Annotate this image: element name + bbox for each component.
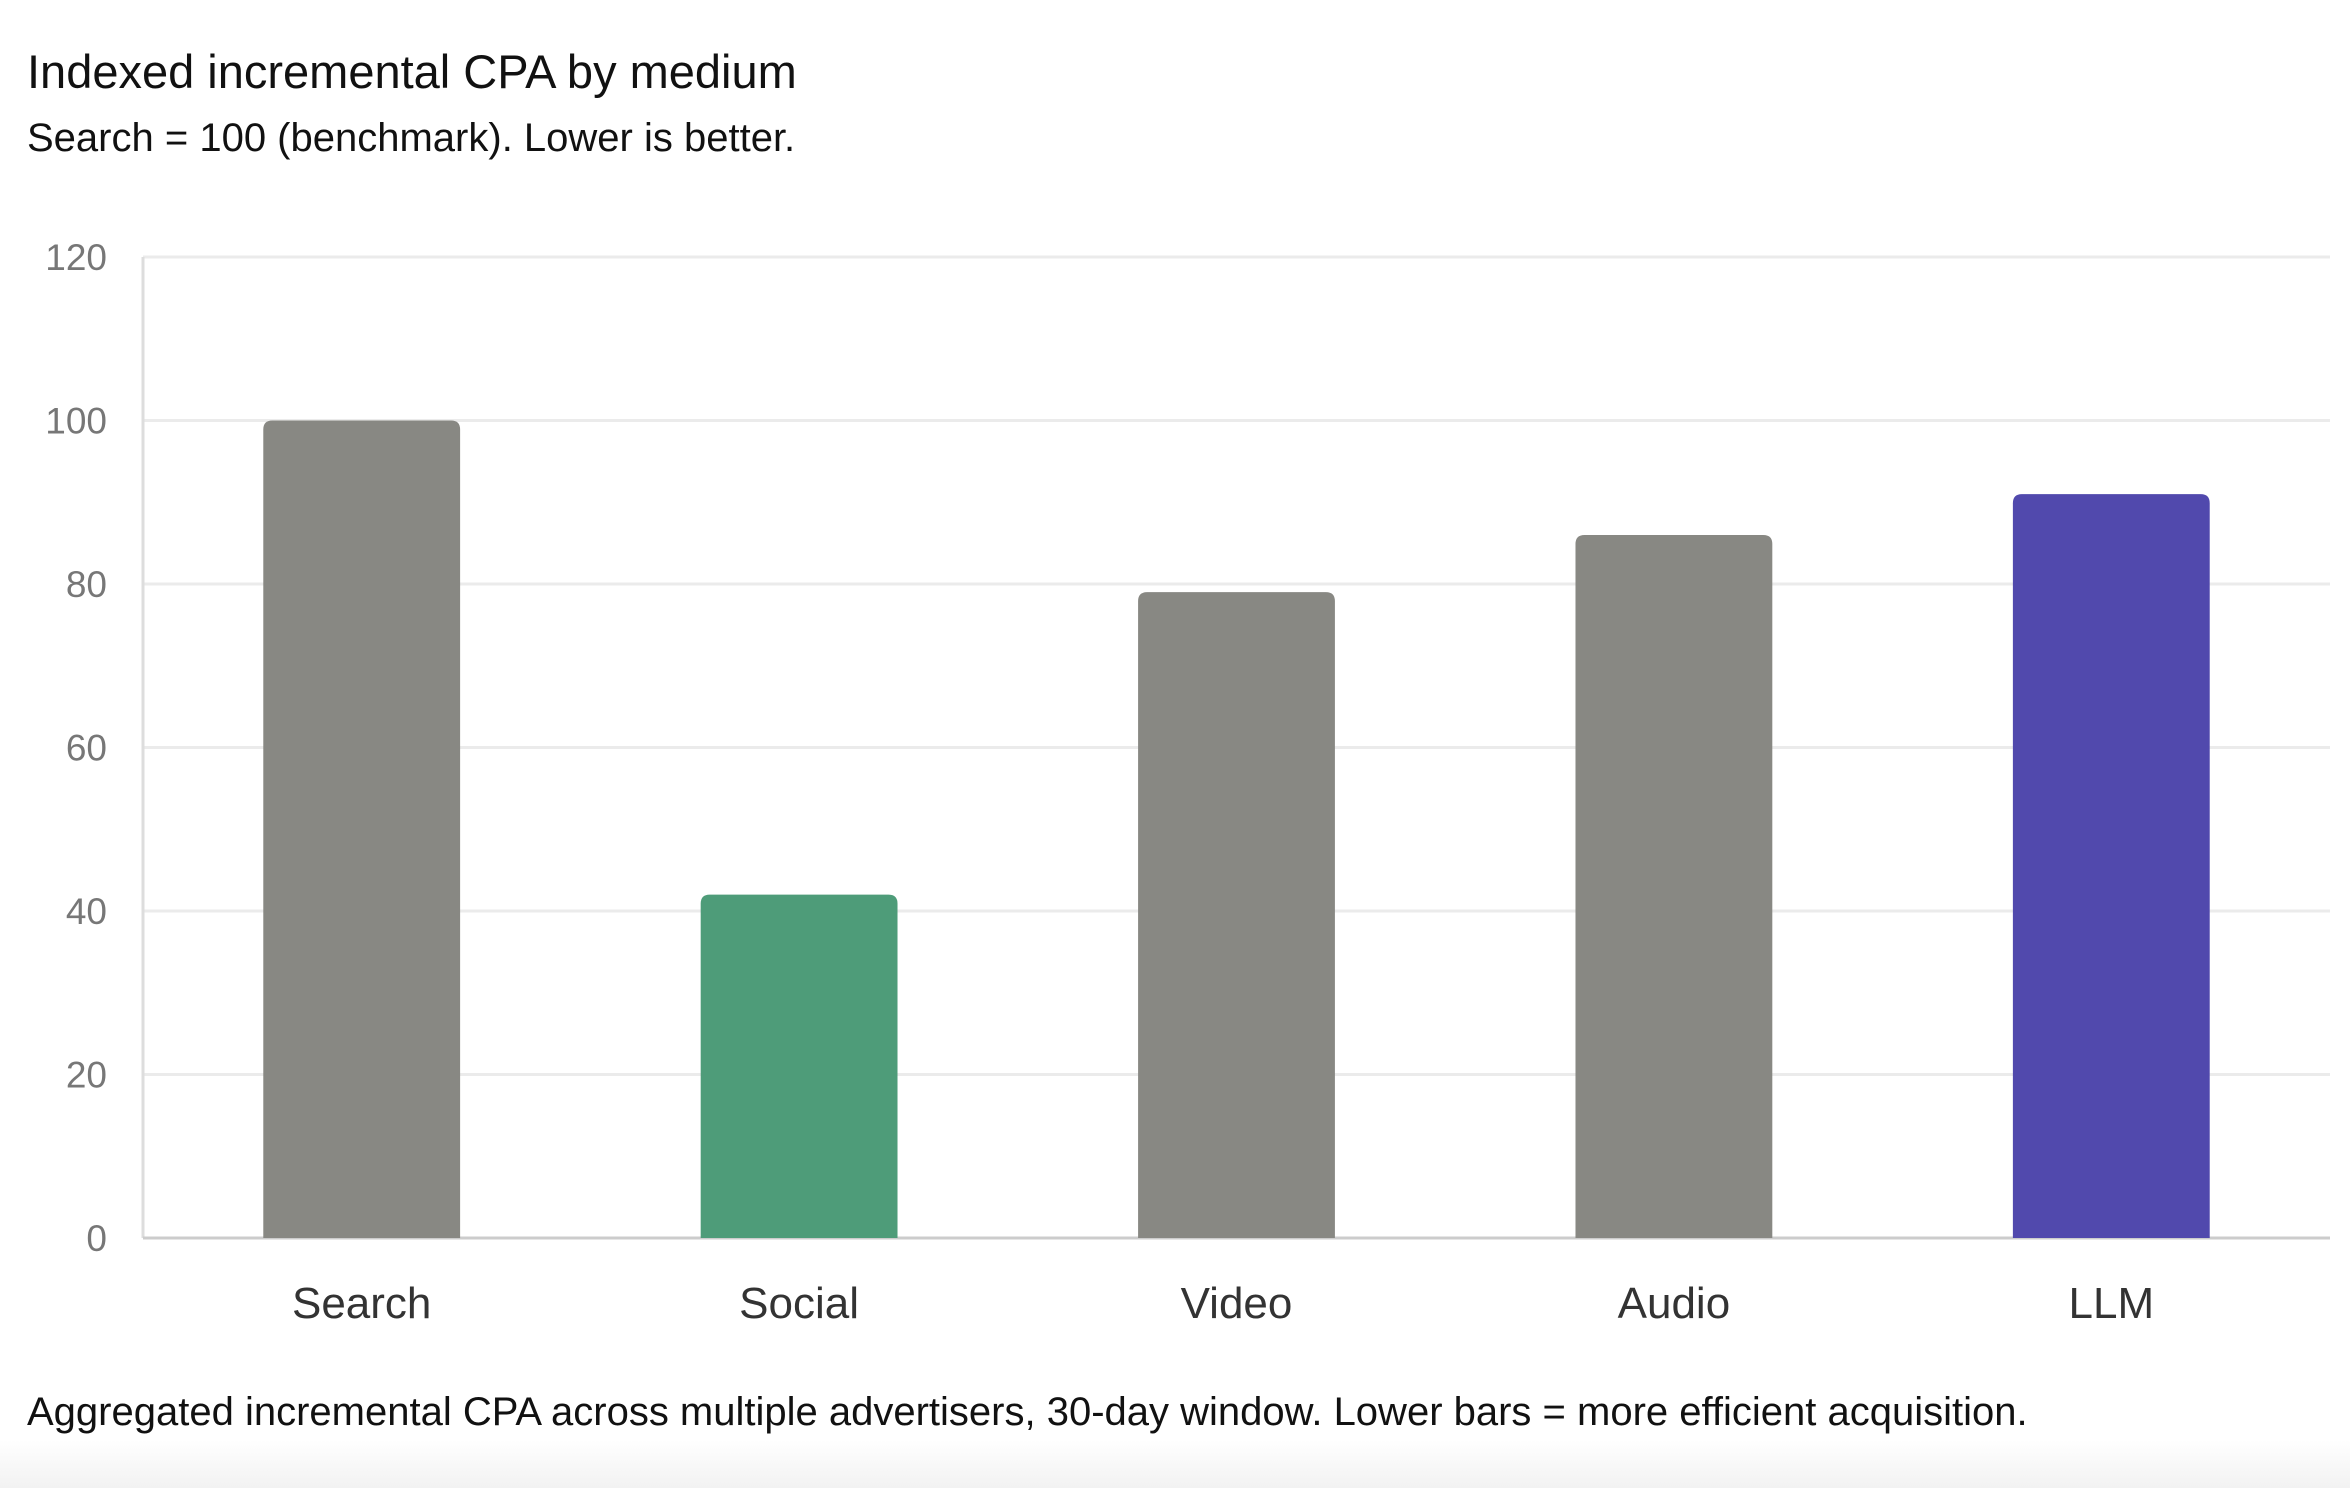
y-tick-label: 100: [45, 401, 107, 442]
tick-labels: 0 20 40 60 80 100 120 Search Social Video Audio LLM: [45, 237, 2154, 1328]
bottom-shade: [0, 1440, 2350, 1488]
x-tick-label-search: Search: [292, 1279, 431, 1328]
bar-chart: 0 20 40 60 80 100 120 Search Social Video Audio LLM: [45, 237, 2330, 1328]
bars: [263, 420, 2210, 1238]
y-tick-label: 0: [86, 1218, 107, 1259]
y-tick-label: 80: [66, 564, 107, 605]
y-tick-label: 60: [66, 728, 107, 769]
x-tick-label-llm: LLM: [2069, 1279, 2155, 1328]
bar-video: [1138, 592, 1335, 1238]
x-tick-label-audio: Audio: [1618, 1279, 1731, 1328]
chart-title: Indexed incremental CPA by medium: [27, 45, 797, 98]
bar-social: [700, 894, 898, 1238]
x-tick-label-social: Social: [739, 1279, 859, 1328]
y-tick-label: 120: [45, 237, 107, 278]
bar-llm: [2012, 494, 2210, 1238]
chart-subtitle: Search = 100 (benchmark). Lower is bette…: [27, 116, 796, 160]
chart-caption: Aggregated incremental CPA across multip…: [27, 1390, 2028, 1434]
bar-search: [263, 420, 461, 1238]
y-tick-label: 20: [66, 1055, 107, 1096]
x-tick-label-video: Video: [1181, 1279, 1293, 1328]
bar-audio: [1575, 534, 1773, 1238]
y-tick-label: 40: [66, 891, 107, 932]
